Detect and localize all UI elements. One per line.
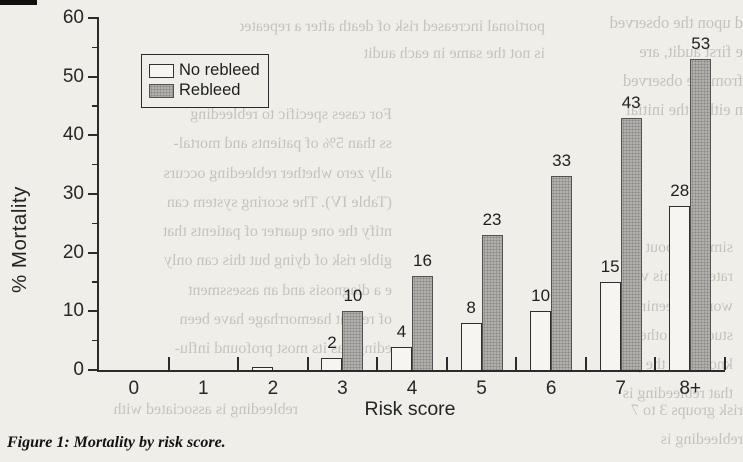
x-boundary-tick: [306, 357, 309, 370]
bar-value-no-rebleed-3: 2: [327, 333, 337, 352]
bar-rebleed-5: [481, 235, 503, 370]
bar-rebleed-4: [412, 276, 433, 370]
bar-value-no-rebleed-6: 10: [531, 286, 551, 305]
bar-value-no-rebleed-8+: 28: [670, 181, 690, 200]
y-major-tick: [88, 17, 99, 19]
bar-value-no-rebleed-4: 4: [396, 322, 407, 341]
y-tick-label: 10: [62, 300, 84, 322]
bar-rebleed-6: [551, 176, 573, 370]
y-minor-tick: [92, 339, 99, 342]
bar-no-rebleed-3: [321, 358, 343, 370]
x-boundary-tick: [376, 357, 379, 370]
x-axis-title: Risk score: [364, 398, 456, 420]
x-boundary-tick: [724, 357, 726, 370]
legend-item-rebleed: Rebleed: [149, 81, 260, 100]
y-tick-label: 40: [62, 124, 84, 146]
plot-area: No rebleed Rebleed 0 10 20 30 40 50 60 0 1 2 3 4 5 6 7…: [63, 7, 726, 399]
x-boundary-tick: [167, 357, 170, 370]
legend-label-rebleed: Rebleed: [179, 81, 241, 99]
scan-artifact: [0, 0, 37, 5]
legend-label-no-rebleed: No rebleed: [179, 61, 260, 79]
bar-no-rebleed-7: [599, 282, 621, 370]
y-tick-label: 50: [62, 65, 84, 87]
figure-caption: Figure 1: Mortality by risk score.: [7, 434, 226, 451]
y-major-tick: [88, 75, 99, 78]
bar-rebleed-8+: [690, 59, 712, 370]
legend-item-no-rebleed: No rebleed: [149, 61, 260, 80]
showthrough-text: risk groups 3 to 7 rebleeding is: [490, 396, 743, 454]
y-tick-label: 20: [62, 241, 84, 263]
legend-swatch-no-rebleed: [149, 63, 174, 78]
bar-value-rebleed-5: 23: [482, 210, 502, 229]
x-boundary-tick: [654, 357, 657, 370]
x-category-label: 3: [337, 378, 348, 399]
bar-rebleed-7: [620, 118, 642, 370]
x-category-label: 4: [406, 378, 418, 399]
x-boundary-tick: [237, 357, 240, 370]
x-boundary-tick: [515, 357, 518, 370]
bar-value-rebleed-7: 43: [621, 93, 641, 112]
bar-value-no-rebleed-5: 8: [466, 298, 476, 317]
y-major-tick: [88, 310, 99, 313]
y-tick-label: 60: [62, 7, 84, 28]
y-tick-label: 0: [73, 359, 84, 380]
bar-no-rebleed-4: [391, 347, 412, 370]
bar-value-rebleed-3: 10: [343, 286, 363, 305]
y-tick-label: 30: [62, 183, 84, 204]
y-major-tick: [88, 193, 99, 195]
x-category-label: 6: [545, 378, 557, 399]
bar-no-rebleed-5: [460, 323, 482, 370]
bar-no-rebleed-2: [251, 367, 273, 370]
y-minor-tick: [92, 281, 99, 283]
bar-no-rebleed-8+: [669, 206, 691, 370]
y-major-tick: [88, 369, 99, 371]
x-category-label: 1: [198, 378, 209, 399]
y-minor-tick: [92, 46, 99, 49]
y-minor-tick: [92, 105, 99, 107]
bar-no-rebleed-6: [530, 311, 552, 370]
bar-value-rebleed-8+: 53: [691, 34, 711, 53]
x-category-label: 5: [476, 378, 487, 399]
bar-value-rebleed-4: 16: [413, 251, 432, 270]
showthrough-line: rebleeding is: [660, 431, 743, 448]
y-minor-tick: [92, 222, 99, 225]
y-major-tick: [88, 251, 99, 254]
y-major-tick: [88, 134, 99, 137]
x-category-label: 2: [267, 378, 279, 399]
y-minor-tick: [92, 163, 99, 166]
legend-swatch-rebleed: [149, 83, 174, 98]
bar-value-no-rebleed-7: 15: [600, 257, 620, 276]
x-boundary-tick: [445, 357, 448, 370]
x-category-label: 8+: [679, 378, 702, 399]
showthrough-line: risk groups 3 to 7: [631, 402, 743, 419]
x-boundary-tick: [584, 357, 587, 370]
x-category-label: 7: [615, 378, 626, 399]
x-category-label: 0: [128, 378, 140, 399]
legend: No rebleed Rebleed: [141, 54, 269, 108]
bar-value-rebleed-6: 33: [552, 151, 572, 170]
bar-rebleed-3: [342, 311, 364, 370]
y-axis-title: % Mortality: [8, 186, 31, 293]
